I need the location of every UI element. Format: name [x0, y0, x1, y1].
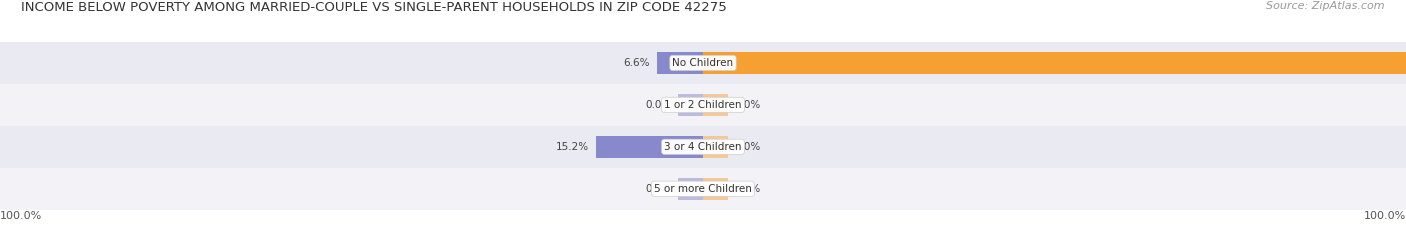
Bar [703, 94, 728, 116]
Text: 0.0%: 0.0% [734, 184, 761, 194]
Text: 5 or more Children: 5 or more Children [654, 184, 752, 194]
Text: 0.0%: 0.0% [734, 100, 761, 110]
Text: 15.2%: 15.2% [555, 142, 589, 152]
Bar [703, 52, 1406, 74]
Text: 0.0%: 0.0% [645, 184, 672, 194]
Bar [0, 126, 1406, 168]
Text: 0.0%: 0.0% [645, 100, 672, 110]
Bar [678, 94, 703, 116]
Bar [678, 178, 703, 200]
Text: INCOME BELOW POVERTY AMONG MARRIED-COUPLE VS SINGLE-PARENT HOUSEHOLDS IN ZIP COD: INCOME BELOW POVERTY AMONG MARRIED-COUPL… [21, 1, 727, 14]
Text: Source: ZipAtlas.com: Source: ZipAtlas.com [1267, 1, 1385, 11]
Bar [703, 178, 728, 200]
Text: 1 or 2 Children: 1 or 2 Children [664, 100, 742, 110]
Bar [596, 136, 703, 158]
Text: 100.0%: 100.0% [0, 211, 42, 221]
Bar [0, 84, 1406, 126]
Bar [0, 168, 1406, 210]
Text: 6.6%: 6.6% [623, 58, 650, 68]
Bar [703, 136, 728, 158]
Text: 0.0%: 0.0% [734, 142, 761, 152]
Text: 100.0%: 100.0% [1364, 211, 1406, 221]
Bar [657, 52, 703, 74]
Bar [0, 42, 1406, 84]
Text: No Children: No Children [672, 58, 734, 68]
Text: 3 or 4 Children: 3 or 4 Children [664, 142, 742, 152]
